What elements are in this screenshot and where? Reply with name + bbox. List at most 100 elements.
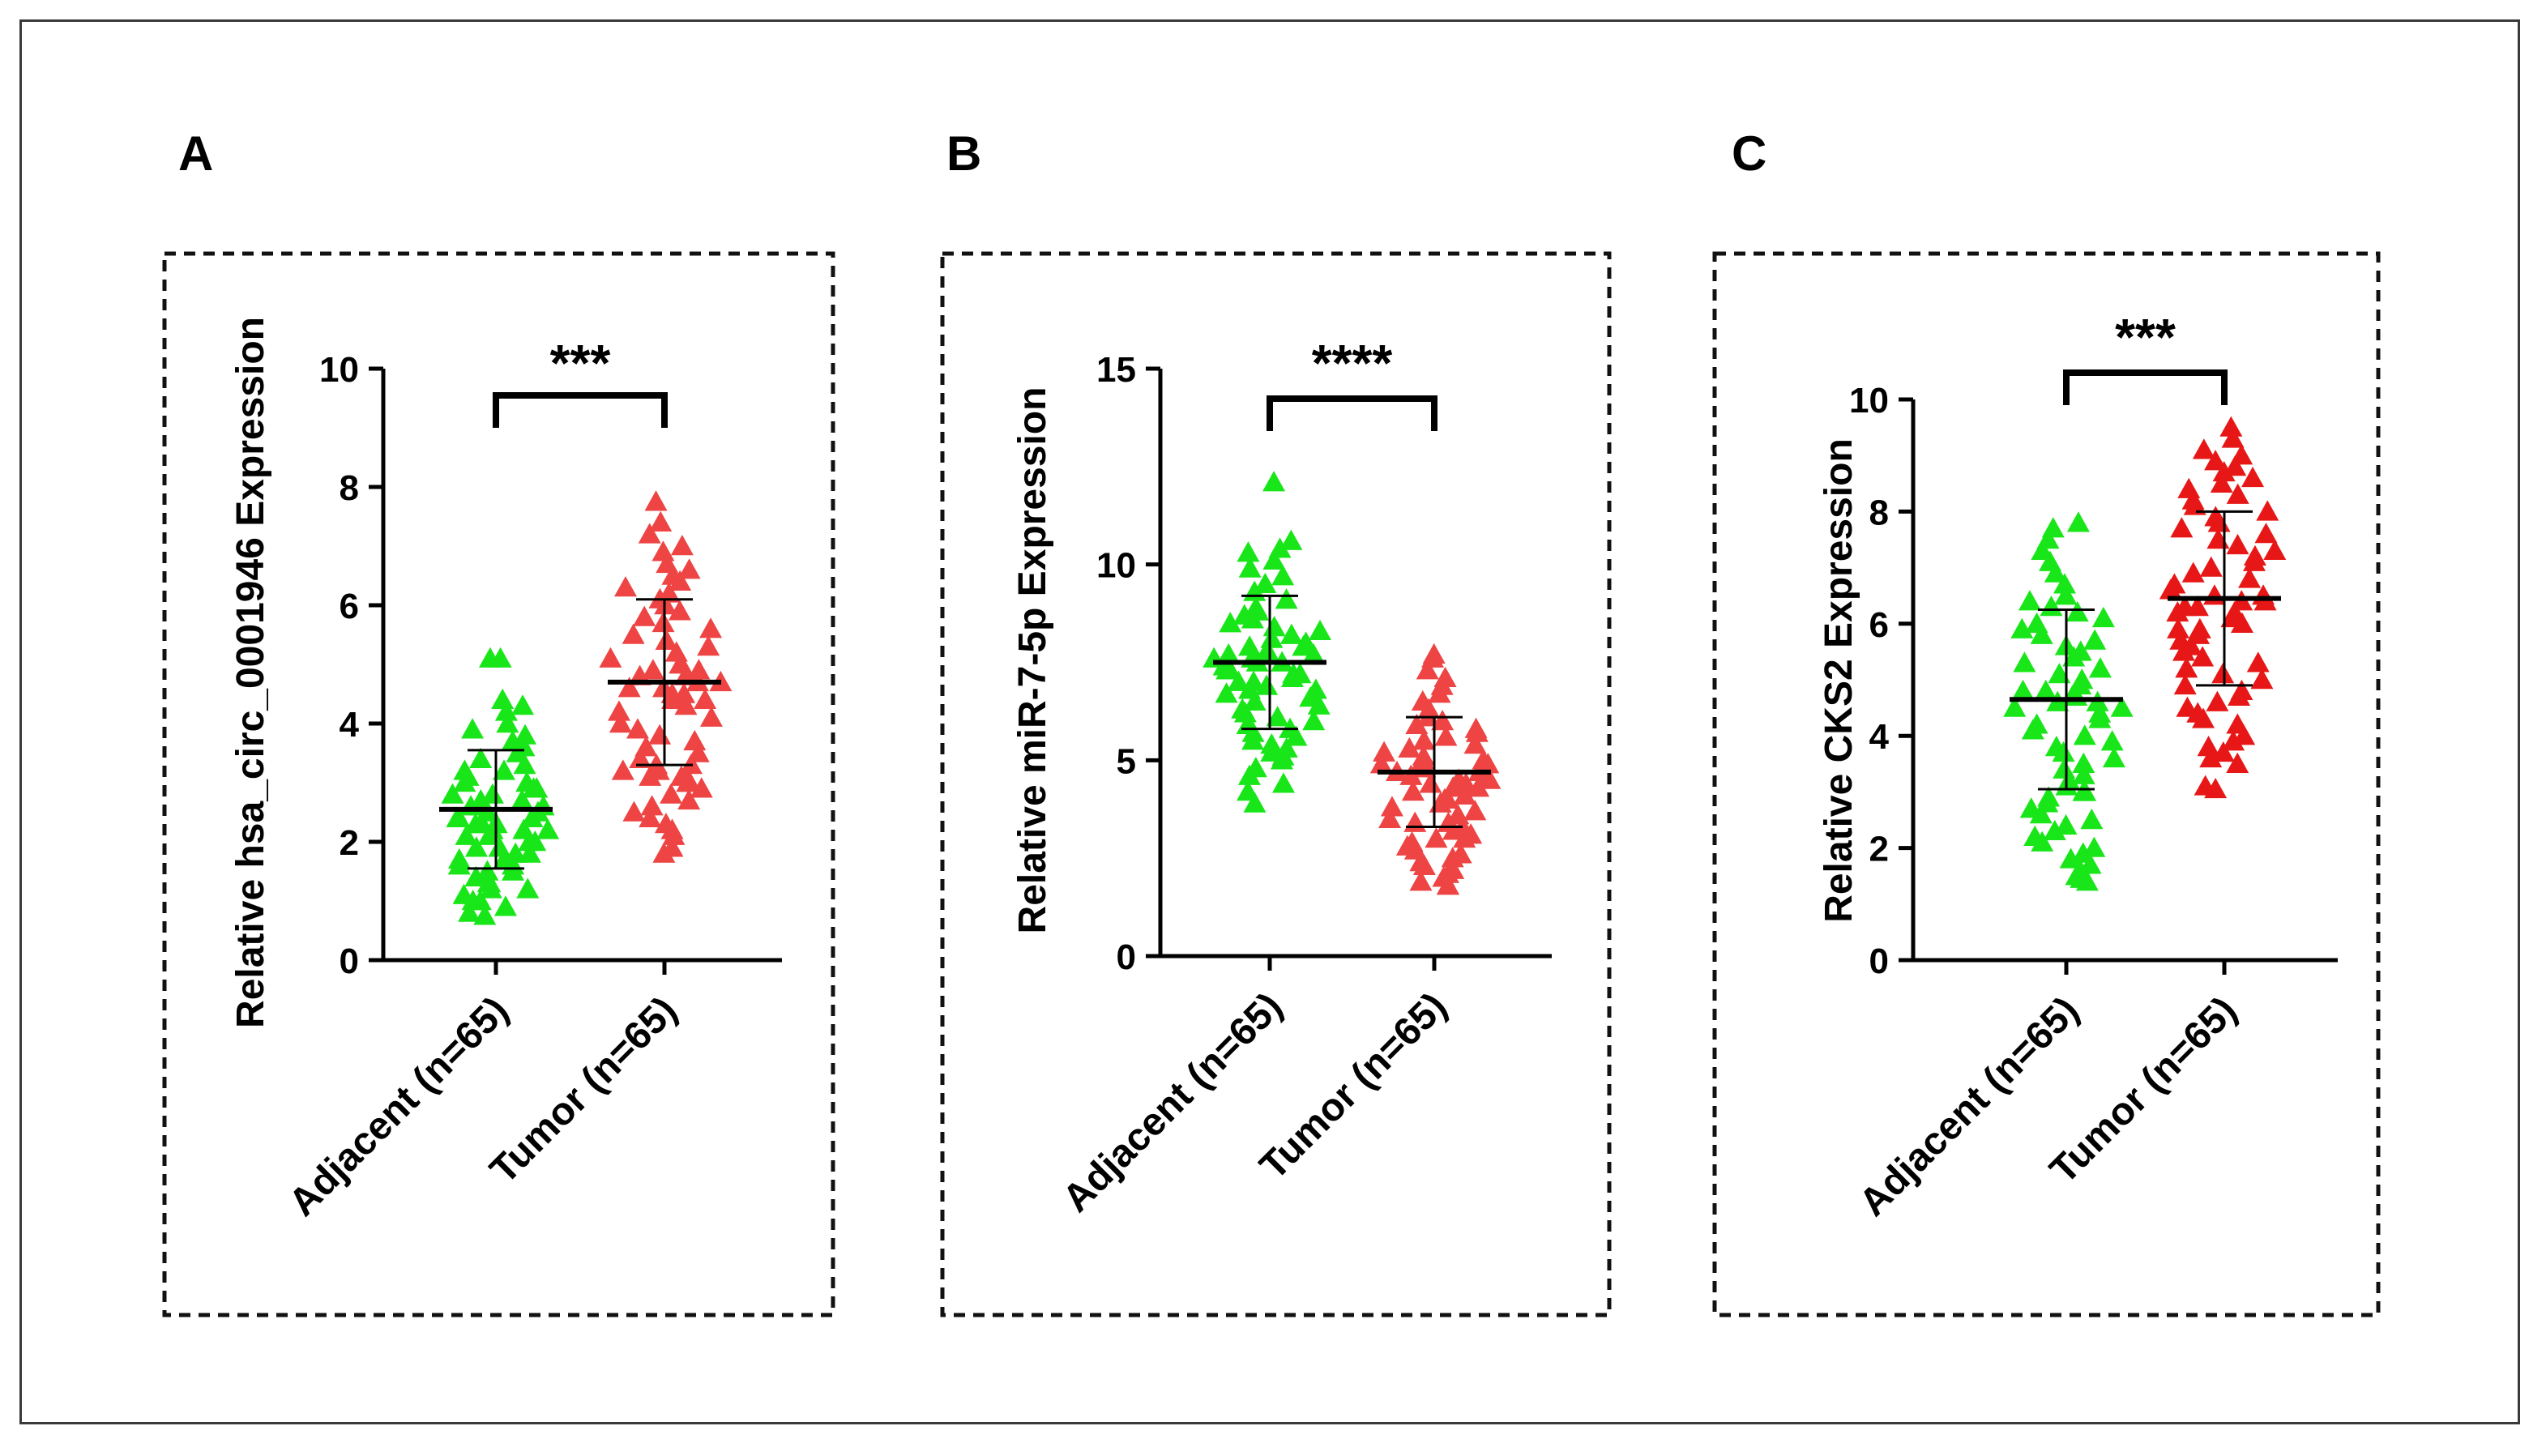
data-point [446, 806, 469, 827]
data-point [2183, 494, 2206, 515]
data-point [481, 783, 504, 804]
data-point [1307, 694, 1331, 715]
data-point [2202, 584, 2226, 605]
data-point [1280, 666, 1304, 688]
data-point [1431, 710, 1455, 731]
data-point [674, 694, 698, 715]
x-tick-label: Adjacent (n=65) [1852, 988, 2087, 1224]
data-point [611, 759, 634, 780]
data-point [622, 623, 645, 644]
y-tick-label: 0 [1117, 937, 1136, 977]
y-tick-label: 4 [1869, 717, 1890, 757]
data-point [2192, 707, 2215, 728]
data-point [2013, 651, 2036, 672]
figure-frame [19, 19, 2520, 1424]
data-point [2230, 612, 2253, 633]
data-point [1237, 764, 1261, 785]
y-tick-label: 8 [1869, 493, 1889, 532]
significance-bracket [2063, 369, 2228, 405]
data-point [2048, 663, 2071, 684]
data-point [1262, 471, 1286, 492]
data-point [536, 818, 560, 839]
data-point [1279, 623, 1303, 644]
panel-letter: B [946, 126, 981, 181]
data-point [2211, 741, 2235, 762]
data-point [2238, 567, 2262, 588]
data-point [1243, 690, 1267, 711]
data-point [1255, 674, 1279, 695]
significance-label: **** [1312, 334, 1393, 392]
panel-border [1712, 251, 2381, 1317]
data-point [2073, 724, 2096, 745]
data-point [626, 718, 650, 739]
data-point [2172, 640, 2195, 661]
panel-border [162, 251, 835, 1317]
data-point [2010, 617, 2034, 638]
data-point [1279, 529, 1303, 550]
data-point [510, 788, 534, 810]
data-point [649, 510, 673, 532]
data-point [677, 788, 701, 810]
data-point [453, 771, 476, 792]
data-point [2219, 416, 2243, 437]
y-tick-label: 4 [340, 705, 360, 745]
y-tick-label: 15 [1096, 350, 1136, 390]
data-point [1241, 608, 1264, 629]
data-point [683, 729, 707, 751]
data-point [2080, 809, 2104, 830]
data-point [1215, 659, 1239, 680]
data-point [493, 895, 517, 916]
data-point [1292, 635, 1315, 656]
data-point [2226, 483, 2249, 504]
data-point [2226, 533, 2249, 555]
y-axis-label: Relative hsa_circ_0001946 Expression [229, 317, 272, 1028]
y-tick-label: 10 [1096, 546, 1136, 586]
data-point [518, 830, 541, 852]
data-point [2211, 663, 2235, 684]
data-point [652, 842, 676, 863]
data-point [2167, 617, 2190, 638]
data-point [2066, 511, 2090, 532]
data-point [2065, 600, 2089, 622]
data-point [1401, 780, 1425, 801]
data-point [1302, 643, 1326, 664]
data-point [1467, 776, 1490, 797]
data-point [2054, 813, 2078, 835]
data-point [2226, 752, 2249, 773]
data-point [2088, 707, 2112, 728]
data-point [639, 765, 662, 786]
y-tick-label: 0 [340, 941, 359, 981]
data-point [2011, 679, 2035, 701]
data-point [1436, 874, 1459, 895]
data-point [1256, 639, 1279, 660]
data-point [2029, 803, 2053, 824]
data-point [2243, 550, 2266, 571]
data-point [520, 806, 544, 827]
data-point [617, 677, 641, 698]
data-point [491, 688, 515, 709]
data-point [2212, 460, 2236, 482]
data-point [2100, 730, 2124, 751]
data-point [633, 605, 656, 626]
data-point [599, 647, 622, 668]
data-point [644, 490, 668, 511]
data-point [2199, 556, 2223, 577]
data-point [1238, 557, 1262, 578]
x-tick-label: Adjacent (n=65) [1055, 984, 1291, 1220]
data-point [1416, 659, 1439, 680]
data-point [1238, 635, 1262, 656]
data-point [2221, 427, 2245, 448]
data-point [455, 824, 478, 845]
data-point [641, 659, 664, 680]
data-point [1425, 827, 1448, 848]
data-point [2175, 657, 2198, 678]
y-tick-label: 2 [340, 823, 359, 863]
data-point [2003, 696, 2027, 717]
data-point [2110, 696, 2134, 717]
data-point [2181, 561, 2205, 583]
data-point [1266, 706, 1289, 727]
data-point [1373, 741, 1396, 762]
data-point [1233, 702, 1257, 723]
data-point [479, 877, 502, 899]
